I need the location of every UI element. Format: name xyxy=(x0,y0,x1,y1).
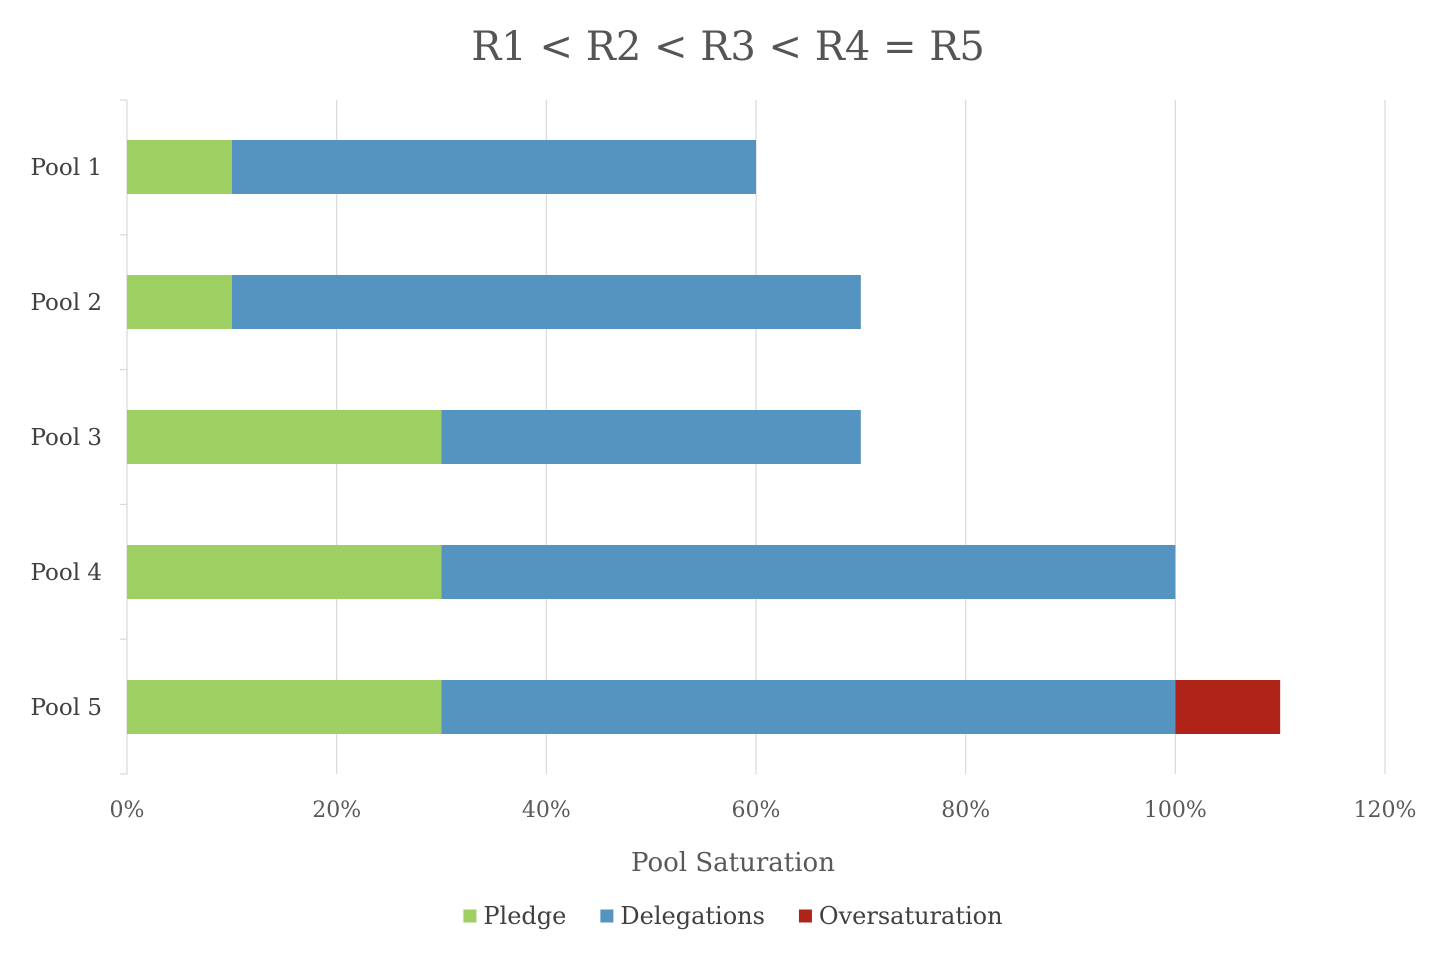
bar-delegations-pool-4 xyxy=(441,545,1176,599)
x-tick-labels: 0% 20% 40% 60% 80% 100% 120% xyxy=(110,798,1417,823)
y-axis xyxy=(120,99,128,775)
x-tick-label: 0% xyxy=(110,798,145,823)
legend-label: Delegations xyxy=(620,902,765,930)
bars xyxy=(127,140,1281,734)
bar-delegations-pool-5 xyxy=(441,680,1176,734)
legend-swatch xyxy=(463,909,477,923)
legend-item-delegations: Delegations xyxy=(600,902,765,930)
category-labels: Pool 1 Pool 2 Pool 3 Pool 4 Pool 5 xyxy=(30,155,102,721)
category-label: Pool 5 xyxy=(30,695,102,721)
x-tick-label: 60% xyxy=(732,798,781,823)
category-label: Pool 1 xyxy=(30,155,102,181)
x-tick-label: 40% xyxy=(522,798,571,823)
x-tick-label: 20% xyxy=(312,798,361,823)
x-tick-label: 80% xyxy=(941,798,990,823)
legend-item-pledge: Pledge xyxy=(463,902,566,930)
bar-pledge-pool-1 xyxy=(127,140,232,194)
category-label: Pool 2 xyxy=(30,290,102,316)
bar-pledge-pool-3 xyxy=(127,410,442,464)
bar-delegations-pool-1 xyxy=(231,140,757,194)
category-label: Pool 3 xyxy=(30,425,102,451)
bar-pledge-pool-5 xyxy=(127,680,442,734)
x-axis-title: Pool Saturation xyxy=(631,848,835,878)
bar-oversaturation-pool-5 xyxy=(1175,680,1281,734)
legend-label: Oversaturation xyxy=(819,902,1003,930)
bar-delegations-pool-3 xyxy=(441,410,861,464)
category-label: Pool 4 xyxy=(30,560,102,586)
bar-pledge-pool-4 xyxy=(127,545,442,599)
legend-item-oversaturation: Oversaturation xyxy=(798,902,1003,930)
legend-swatch xyxy=(600,909,614,923)
x-tick-label: 120% xyxy=(1354,798,1417,823)
x-tick-label: 100% xyxy=(1144,798,1207,823)
legend-label: Pledge xyxy=(483,902,566,930)
bar-pledge-pool-2 xyxy=(127,275,232,329)
legend: Pledge Delegations Oversaturation xyxy=(463,902,1003,930)
chart-title: R1 < R2 < R3 < R4 = R5 xyxy=(471,24,985,70)
bar-delegations-pool-2 xyxy=(231,275,861,329)
legend-swatch xyxy=(798,909,812,923)
